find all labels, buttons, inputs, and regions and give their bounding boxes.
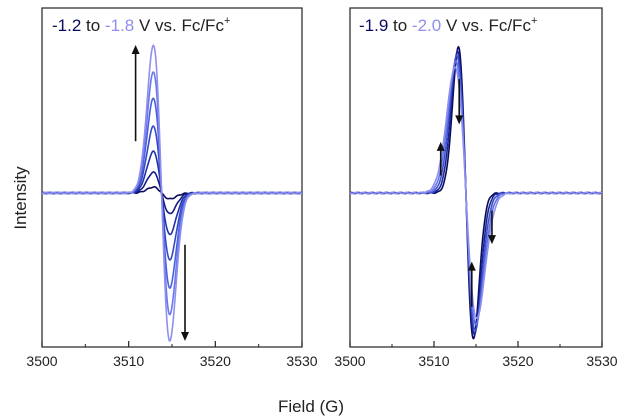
title-tail: V vs. Fc/Fc	[134, 16, 224, 35]
panel-left: 3500 3510 3520 3530 -1.2 to -1.8 V vs. Fc/F…	[26, 7, 318, 369]
panel-right-arrows	[436, 79, 496, 307]
panel-left-title: -1.2 to -1.8 V vs. Fc/Fc+	[52, 15, 230, 35]
panel-right: 3500 3510 3520 3530 -1.9 to -2.0 V vs. Fc/F…	[334, 7, 618, 369]
x-tick-label: 3520	[502, 353, 533, 369]
x-tick-label: 3510	[418, 353, 449, 369]
x-tick-label: 3510	[113, 353, 144, 369]
panel-right-frame	[349, 7, 603, 348]
down-arrow-icon	[181, 332, 189, 341]
x-axis-title: Field (G)	[278, 397, 344, 416]
title-start: -1.2	[52, 16, 81, 35]
x-tick-label: 3530	[286, 353, 317, 369]
y-axis-title: Intensity	[11, 166, 30, 230]
panel-left-frame	[41, 7, 303, 348]
title-end: -2.0	[412, 16, 441, 35]
series-line	[349, 66, 603, 319]
panel-left-ticks: 3500 3510 3520 3530	[26, 341, 318, 369]
title-end: -1.8	[105, 16, 134, 35]
down-arrow-icon	[455, 115, 464, 125]
x-tick-label: 3530	[586, 353, 617, 369]
series-line	[41, 44, 303, 342]
title-tail: V vs. Fc/Fc	[441, 16, 531, 35]
title-sup: +	[224, 15, 230, 27]
down-arrow-icon	[487, 235, 496, 245]
title-mid: to	[388, 16, 412, 35]
x-tick-label: 3500	[334, 353, 365, 369]
up-arrow-icon	[467, 261, 476, 271]
x-tick-label: 3500	[26, 353, 57, 369]
panel-right-ticks: 3500 3510 3520 3530	[334, 341, 618, 369]
title-sup: +	[531, 15, 537, 27]
title-start: -1.9	[359, 16, 388, 35]
up-arrow-icon	[131, 45, 140, 54]
up-arrow-icon	[436, 141, 445, 151]
x-tick-label: 3520	[200, 353, 231, 369]
panel-left-curves	[41, 44, 303, 342]
panel-right-title: -1.9 to -2.0 V vs. Fc/Fc+	[359, 15, 537, 35]
title-mid: to	[81, 16, 105, 35]
panel-right-curves	[349, 45, 603, 340]
panel-left-arrows	[131, 45, 189, 341]
